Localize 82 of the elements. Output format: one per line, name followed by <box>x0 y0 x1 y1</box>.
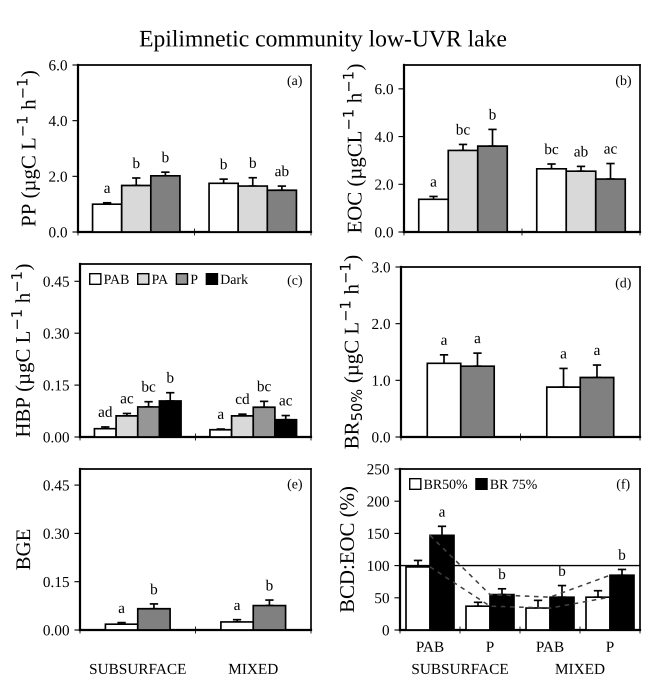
y-tick-label: 200 <box>367 496 389 507</box>
annotation: a <box>594 348 600 356</box>
y-axis-title: BR$_{50%}$ (µgC L$^{−1}$ h$^{−1}$) <box>340 256 363 449</box>
annotation: a <box>118 606 125 614</box>
annotation: a <box>430 179 437 187</box>
y-tick-label: 0 <box>382 625 389 636</box>
y-tick-label: 0.0 <box>372 432 390 443</box>
legend-label: Dark <box>220 274 248 284</box>
y-tick-label: 4.0 <box>374 132 393 142</box>
annotation: b <box>132 157 140 168</box>
y-tick-label: 100 <box>368 560 389 572</box>
annotation: b <box>166 372 174 383</box>
text: (b) <box>616 75 631 88</box>
annotation: cd <box>236 393 250 404</box>
annotation: ab <box>275 166 288 176</box>
line-series <box>429 566 611 609</box>
annotation: a <box>441 338 448 345</box>
y-tick-label: 150 <box>368 528 389 539</box>
annotation: ab <box>574 146 588 157</box>
y-tick-label: 2.0 <box>375 179 393 190</box>
legend-label: PA <box>152 274 168 284</box>
annotation: a <box>218 412 224 420</box>
x-tick-label: P <box>606 642 614 652</box>
annotation: ad <box>98 406 112 417</box>
y-tick-label: 50 <box>375 592 389 604</box>
legend-label: BR 75% <box>490 480 537 490</box>
y-axis-title: PP (µgC L$^{−1}$ h$^{−1}$) <box>16 71 40 226</box>
annotation: a <box>104 186 110 193</box>
y-tick-label: 0.00 <box>43 625 69 636</box>
annotation: a <box>439 509 446 517</box>
annotation: ac <box>120 396 134 404</box>
y-tick-label: 4.0 <box>48 116 67 126</box>
annotation: a <box>474 336 481 344</box>
x-tick-label: P <box>486 642 494 652</box>
y-tick-label: 6.0 <box>49 60 67 71</box>
text: (d) <box>616 278 631 290</box>
annotation: ac <box>604 146 617 154</box>
y-tick-label: 2.0 <box>372 318 390 330</box>
annotation: bc <box>456 124 470 135</box>
annotation: ac <box>279 398 292 406</box>
text: (f) <box>616 478 630 492</box>
legend-label: BR50% <box>424 480 468 490</box>
text: (e) <box>288 478 302 492</box>
y-tick-label: 0.30 <box>43 328 69 339</box>
annotation: bc <box>544 143 558 154</box>
y-axis-title: BCD:EOC (%) <box>339 487 358 612</box>
y-tick-label: 250 <box>367 464 389 474</box>
y-tick-label: 0.30 <box>43 528 69 539</box>
text: (a) <box>288 75 302 88</box>
y-tick-label: 0.0 <box>375 227 393 238</box>
annotation: b <box>220 158 227 170</box>
legend-label: P <box>190 274 198 284</box>
y-tick-label: 0.0 <box>49 227 67 238</box>
y-axis-title: HBP (µgC L$^{−1}$ h$^{−1}$) <box>11 264 34 437</box>
chart-title: Epilimnetic community low-UVR lake <box>140 30 506 52</box>
text: (c) <box>288 275 302 288</box>
y-tick-label: 1.0 <box>372 375 390 386</box>
y-tick-label: 0.15 <box>43 380 69 391</box>
annotation: b <box>150 584 158 594</box>
line-series <box>429 534 611 598</box>
annotation: b <box>488 108 496 120</box>
y-axis-title: BGE <box>16 530 30 570</box>
y-tick-label: 0.15 <box>43 576 69 588</box>
y-axis-title: EOC (µgCL$^{−1}$ h$^{−1}$) <box>342 64 366 233</box>
legend-label: PAB <box>104 274 129 284</box>
annotation: b <box>248 157 256 168</box>
y-tick-label: 0.45 <box>43 276 69 287</box>
x-tick-label: PAB <box>536 642 564 652</box>
y-tick-label: 0.00 <box>43 432 69 443</box>
x-tick-label: PAB <box>416 642 444 652</box>
y-tick-label: 6.0 <box>375 84 393 94</box>
annotation: b <box>266 580 273 591</box>
annotation: bc <box>141 380 156 392</box>
annotation: a <box>560 351 567 359</box>
y-tick-label: 3.0 <box>372 262 390 273</box>
y-tick-label: 2.0 <box>49 171 67 182</box>
annotation: b <box>162 152 169 162</box>
annotation: b <box>618 549 626 560</box>
annotation: a <box>234 602 240 610</box>
y-tick-label: 0.45 <box>43 480 69 491</box>
annotation: bc <box>256 380 271 392</box>
annotation: b <box>498 568 506 580</box>
